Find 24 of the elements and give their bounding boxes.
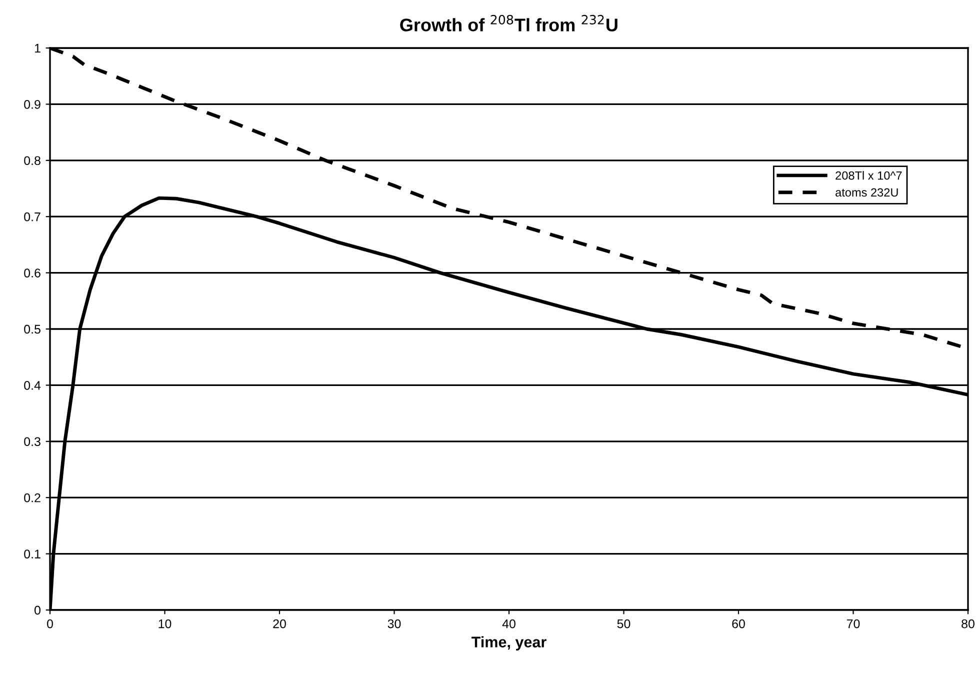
x-tick-label: 20: [273, 619, 286, 628]
y-tick-label: 0.1: [24, 550, 40, 558]
legend-label: 208Tl x 10^7: [836, 171, 902, 180]
x-tick-label: 70: [846, 619, 860, 628]
x-tick-label: 60: [732, 619, 745, 628]
x-tick-label: 0: [47, 619, 53, 628]
y-tick-label: 0.4: [24, 381, 41, 390]
x-tick-label: 10: [158, 619, 172, 628]
legend-label: atoms 232U: [836, 188, 898, 197]
x-tick-label: 40: [502, 619, 516, 628]
y-tick-label: 0.9: [24, 100, 40, 109]
x-tick-label: 30: [388, 619, 401, 628]
y-tick-label: 0: [34, 606, 40, 615]
y-tick-label: 1: [34, 44, 40, 53]
y-tick-label: 0.5: [24, 324, 40, 334]
x-tick-label: 50: [617, 619, 630, 628]
x-tick-label: 80: [962, 619, 974, 628]
y-tick-label: 0.2: [24, 493, 40, 502]
y-tick-label: 0.6: [24, 268, 40, 278]
y-tick-label: 0.7: [24, 212, 40, 222]
y-tick-label: 0.8: [24, 156, 40, 166]
x-axis-title: Time, year: [472, 636, 546, 650]
y-tick-label: 0.3: [24, 437, 40, 446]
chart-title: Growth of $^{208}$Tl from $^{232}$U: [400, 14, 618, 32]
